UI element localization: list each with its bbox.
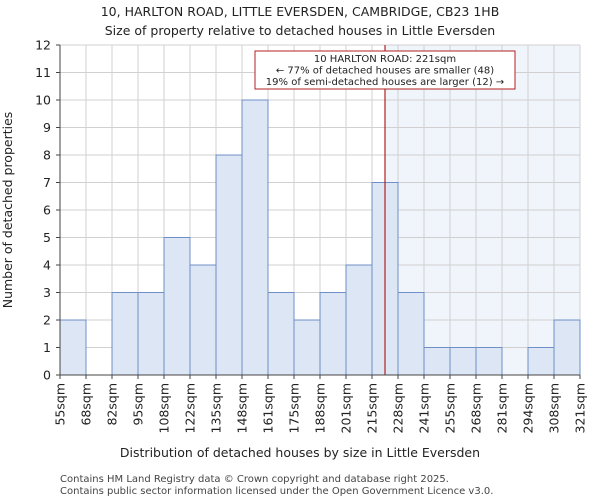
y-tick-label-9: 9: [43, 120, 51, 135]
chart-subtitle: Size of property relative to detached ho…: [105, 23, 495, 38]
bar-255sqm: [449, 347, 477, 376]
bar-241sqm: [423, 347, 451, 376]
x-tick-label-188sqm: 188sqm: [313, 383, 328, 433]
x-tick-label-215sqm: 215sqm: [365, 383, 380, 433]
bar-294sqm: [527, 347, 555, 376]
x-tick-label-175sqm: 175sqm: [287, 383, 302, 433]
bar-55sqm: [59, 319, 87, 376]
bar-228sqm: [397, 292, 425, 376]
x-tick-label-241sqm: 241sqm: [417, 383, 432, 433]
x-tick-label-228sqm: 228sqm: [391, 383, 406, 433]
x-tick-label-108sqm: 108sqm: [157, 383, 172, 433]
x-tick-label-161sqm: 161sqm: [261, 383, 276, 433]
x-tick-label-294sqm: 294sqm: [521, 383, 536, 433]
annotation-line-2: ← 77% of detached houses are smaller (48…: [276, 66, 494, 77]
y-tick-label-8: 8: [43, 148, 51, 163]
bar-175sqm: [293, 319, 321, 376]
y-tick-label-12: 12: [35, 38, 51, 53]
y-tick-label-5: 5: [43, 230, 51, 245]
x-tick-label-148sqm: 148sqm: [235, 383, 250, 433]
x-tick-label-281sqm: 281sqm: [495, 383, 510, 433]
annotation-line-1: 10 HARLTON ROAD: 221sqm: [314, 54, 456, 65]
chart-title: 10, HARLTON ROAD, LITTLE EVERSDEN, CAMBR…: [101, 4, 500, 19]
y-tick-label-0: 0: [43, 368, 51, 383]
x-tick-label-201sqm: 201sqm: [339, 383, 354, 433]
annotation-line-3: 19% of semi-detached houses are larger (…: [266, 77, 504, 88]
footer-line-2: Contains public sector information licen…: [60, 486, 493, 497]
footer-line-1: Contains HM Land Registry data © Crown c…: [60, 474, 449, 485]
y-tick-label-2: 2: [43, 313, 51, 328]
y-tick-label-1: 1: [43, 340, 51, 355]
bar-268sqm: [475, 347, 503, 376]
x-tick-label-122sqm: 122sqm: [183, 383, 198, 433]
bar-95sqm: [137, 292, 165, 376]
y-tick-label-4: 4: [43, 258, 51, 273]
bar-201sqm: [345, 264, 373, 376]
x-tick-label-321sqm: 321sqm: [573, 383, 588, 433]
bar-188sqm: [319, 292, 347, 376]
bar-148sqm: [241, 99, 269, 376]
y-tick-label-10: 10: [35, 93, 51, 108]
y-tick-label-6: 6: [43, 203, 51, 218]
x-tick-label-308sqm: 308sqm: [547, 383, 562, 433]
bar-108sqm: [163, 237, 191, 376]
x-tick-label-255sqm: 255sqm: [443, 383, 458, 433]
bar-122sqm: [189, 264, 217, 376]
y-tick-label-7: 7: [43, 175, 51, 190]
bar-135sqm: [215, 154, 243, 376]
x-axis-label: Distribution of detached houses by size …: [120, 445, 480, 460]
bar-161sqm: [267, 292, 295, 376]
y-axis-label: Number of detached properties: [0, 112, 15, 309]
y-tick-label-3: 3: [43, 285, 51, 300]
x-tick-label-55sqm: 55sqm: [53, 383, 68, 426]
x-tick-label-95sqm: 95sqm: [131, 383, 146, 426]
x-tick-label-68sqm: 68sqm: [79, 383, 94, 426]
x-tick-label-82sqm: 82sqm: [105, 383, 120, 426]
annotation-box: [254, 50, 516, 90]
bar-82sqm: [111, 292, 139, 376]
x-tick-label-135sqm: 135sqm: [209, 383, 224, 433]
bar-308sqm: [553, 319, 581, 376]
y-tick-label-11: 11: [35, 65, 51, 80]
x-tick-label-268sqm: 268sqm: [469, 383, 484, 433]
